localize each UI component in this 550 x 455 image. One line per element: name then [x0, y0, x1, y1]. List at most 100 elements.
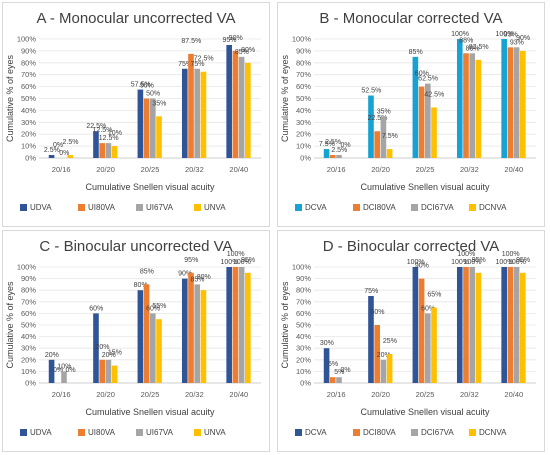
y-tick-label: 90% [296, 46, 311, 55]
bar-ui80va [99, 359, 105, 383]
data-label: 80% [134, 282, 148, 289]
bar-dci67va [469, 267, 476, 383]
x-tick-label: 20/40 [504, 390, 523, 399]
data-label: 87.5% [181, 38, 201, 45]
x-tick-label: 20/16 [327, 390, 346, 399]
legend-swatch [78, 429, 85, 436]
data-label: 50% [140, 83, 154, 90]
data-label: 100% [451, 31, 469, 38]
y-tick-label: 40% [21, 332, 36, 341]
y-tick-label: 20% [296, 355, 311, 364]
x-tick-label: 20/32 [185, 390, 204, 399]
legend-label: UI80VA [88, 203, 116, 212]
x-tick-label: 20/20 [96, 165, 115, 174]
data-label: 95% [222, 37, 236, 44]
data-label: 95% [184, 257, 198, 264]
y-tick-label: 40% [21, 106, 36, 115]
bar-dci80va [418, 278, 425, 383]
data-label: 35% [152, 100, 166, 107]
chart-title: A - Monocular uncorrected VA [37, 10, 236, 27]
bar-unva [111, 146, 118, 158]
data-label: 12.5% [99, 135, 119, 142]
data-label: 10% [57, 363, 71, 370]
x-tick-label: 20/32 [460, 390, 479, 399]
x-tick-label: 20/40 [504, 165, 523, 174]
bar-dci67va [469, 53, 476, 158]
y-tick-label: 50% [296, 321, 311, 330]
y-tick-label: 30% [296, 344, 311, 353]
bar-dci67va [336, 155, 342, 158]
data-label: 100% [407, 259, 425, 266]
data-label: 22.5% [86, 123, 106, 130]
bar-udva [226, 267, 232, 383]
bar-udva [181, 68, 188, 158]
legend-swatch [295, 429, 302, 436]
y-tick-label: 70% [21, 297, 36, 306]
data-label: 52.5% [361, 88, 381, 95]
legend-swatch [136, 429, 143, 436]
data-label: 93% [504, 31, 518, 38]
data-label: 72.5% [194, 56, 214, 63]
x-tick-label: 20/32 [185, 165, 204, 174]
legend-swatch [469, 429, 476, 436]
y-tick-label: 90% [296, 274, 311, 283]
data-label: 5% [328, 361, 338, 368]
bar-udva [181, 278, 188, 383]
bar-udva [226, 44, 232, 159]
bar-dci67va [425, 83, 431, 158]
y-tick-label: 70% [296, 297, 311, 306]
legend-label: DCI67VA [421, 203, 454, 212]
bar-unva [156, 116, 162, 158]
x-axis-label: Cumulative Snellen visual acuity [85, 182, 215, 192]
bar-dci80va [463, 267, 469, 383]
data-label: 100% [221, 259, 239, 266]
bar-dcva [456, 39, 463, 158]
data-label: 20% [102, 352, 116, 359]
y-tick-label: 100% [292, 35, 312, 44]
x-tick-label: 20/16 [52, 165, 71, 174]
data-label: 75% [191, 61, 205, 68]
bar-dcva [368, 296, 374, 383]
data-label: 65% [427, 292, 441, 299]
data-label: 85% [140, 268, 154, 275]
bar-ui67va [194, 68, 201, 158]
bar-ui67va [105, 143, 112, 158]
bar-unva [245, 272, 251, 383]
data-label: 2.5% [44, 147, 60, 154]
data-label: 55% [152, 303, 166, 310]
bar-dci67va [425, 313, 431, 383]
bar-dci80va [329, 155, 336, 158]
bar-ui67va [61, 371, 67, 383]
legend-label: UDVA [30, 428, 52, 437]
bar-ui80va [143, 98, 150, 158]
data-label: 95% [241, 257, 255, 264]
y-axis-label: Cumulative % of eyes [280, 281, 290, 369]
data-label: 100% [233, 259, 251, 266]
y-tick-label: 40% [296, 332, 311, 341]
chart-svg-b: B - Monocular corrected VA 0% 10% 20% 30% 40%… [280, 10, 536, 212]
data-label: 93% [510, 39, 524, 46]
data-label: 60% [415, 71, 429, 78]
legend-swatch [411, 204, 418, 211]
y-tick-label: 50% [21, 94, 36, 103]
data-label: 62.5% [418, 76, 438, 83]
data-label: 95% [472, 257, 486, 264]
bar-dci67va [513, 47, 520, 158]
data-label: 10% [108, 130, 122, 137]
chart-panel-c: C - Binocular uncorrected VA 0% 10% 20% 30% 4… [2, 230, 270, 452]
bar-dci67va [380, 116, 387, 158]
chart-panel-d: D - Binocular corrected VA 0% 10% 20% 30% 40%… [277, 230, 545, 452]
x-tick-label: 20/25 [416, 165, 435, 174]
data-label: 100% [508, 259, 526, 266]
data-label: 0% [53, 142, 63, 149]
y-tick-label: 60% [296, 82, 311, 91]
y-axis-label: Cumulative % of eyes [280, 54, 290, 142]
bar-dci80va [374, 325, 380, 383]
bar-udva [93, 313, 99, 383]
bar-dci67va [336, 377, 342, 383]
legend-swatch [78, 204, 85, 211]
data-label: 22.5% [368, 115, 388, 122]
data-label: 2.5% [325, 139, 341, 146]
data-label: 75% [364, 288, 378, 295]
legend-swatch [295, 204, 302, 211]
